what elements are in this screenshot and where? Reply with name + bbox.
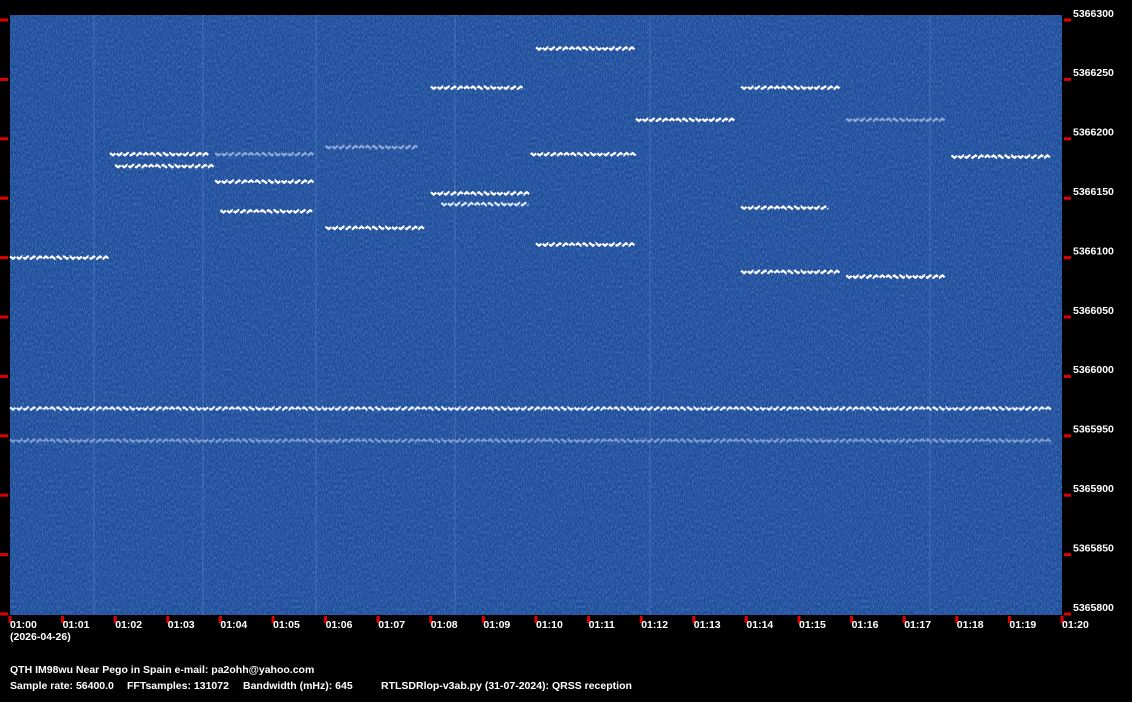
noise-streaks	[93, 15, 931, 615]
x-tick-label: 01:14	[746, 619, 773, 631]
x-tick-label: 01:13	[694, 619, 721, 631]
y-tick-label: 5366100	[1073, 245, 1114, 257]
y-tick-label: 5365800	[1073, 602, 1114, 614]
y-tick-label: 5366050	[1073, 305, 1114, 317]
x-tick-label: 01:19	[1009, 619, 1036, 631]
signal-trace	[430, 85, 525, 91]
x-tick-label: 01:20	[1062, 619, 1089, 631]
signal-trace	[950, 153, 1052, 160]
fft-samples: FFTsamples: 131072	[127, 680, 229, 692]
y-tick-label: 5366250	[1073, 67, 1114, 79]
signal-trace	[740, 85, 841, 91]
signal-trace	[324, 225, 426, 231]
signal-trace	[740, 269, 841, 275]
x-tick-label: 01:15	[799, 619, 826, 631]
y-tick-label: 5366300	[1073, 8, 1114, 20]
y-tick-label: 5365850	[1073, 542, 1114, 554]
y-tick-label: 5366000	[1073, 364, 1114, 376]
signal-trace	[214, 178, 315, 185]
signal-trace	[109, 151, 210, 157]
x-tick-label: 01:03	[168, 619, 195, 631]
y-tick-label: 5366150	[1073, 186, 1114, 198]
signal-trace	[114, 163, 215, 169]
x-tick-label: 01:02	[115, 619, 142, 631]
signal-trace	[635, 117, 736, 123]
x-tick-label: 01:11	[589, 619, 615, 631]
x-tick-label: 01:10	[536, 619, 563, 631]
signal-trace	[845, 117, 946, 123]
x-tick-label: 01:17	[904, 619, 931, 631]
signal-trace	[219, 208, 315, 214]
x-tick-label: 01:00	[10, 619, 37, 631]
noise	[10, 15, 1062, 615]
signal-trace	[740, 205, 829, 211]
x-tick-label: 01:06	[326, 619, 353, 631]
y-tick-label: 5365900	[1073, 483, 1114, 495]
signal-trace	[430, 190, 531, 197]
signal-trace	[535, 241, 636, 248]
bandwidth: Bandwidth (mHz): 645	[243, 680, 353, 692]
x-tick-label: 01:16	[852, 619, 879, 631]
x-tick-label: 01:01	[63, 619, 90, 631]
signal-trace	[440, 201, 529, 207]
signal-trace	[9, 437, 1052, 444]
y-tick-label: 5365950	[1073, 424, 1114, 436]
signal-trace	[9, 254, 110, 261]
signal-trace	[324, 144, 420, 150]
x-tick-label: 01:18	[957, 619, 984, 631]
station-info: QTH IM98wu Near Pego in Spain e-mail: pa…	[10, 664, 314, 676]
x-tick-label: 01:12	[641, 619, 668, 631]
signal-trace	[9, 405, 1052, 412]
y-tick-label: 5366200	[1073, 127, 1114, 139]
signal-trace	[535, 45, 636, 52]
date-label: (2026-04-26)	[10, 631, 71, 643]
x-tick-label: 01:07	[378, 619, 405, 631]
signal-trace	[530, 151, 637, 157]
software: RTLSDRlop-v3ab.py (31-07-2024): QRSS rec…	[381, 680, 632, 692]
x-tick-label: 01:09	[483, 619, 510, 631]
x-tick-label: 01:08	[431, 619, 458, 631]
x-tick-label: 01:05	[273, 619, 300, 631]
signal-trace	[214, 151, 315, 157]
sample-rate: Sample rate: 56400.0	[10, 680, 114, 692]
x-tick-label: 01:04	[220, 619, 247, 631]
signal-trace	[845, 273, 946, 280]
